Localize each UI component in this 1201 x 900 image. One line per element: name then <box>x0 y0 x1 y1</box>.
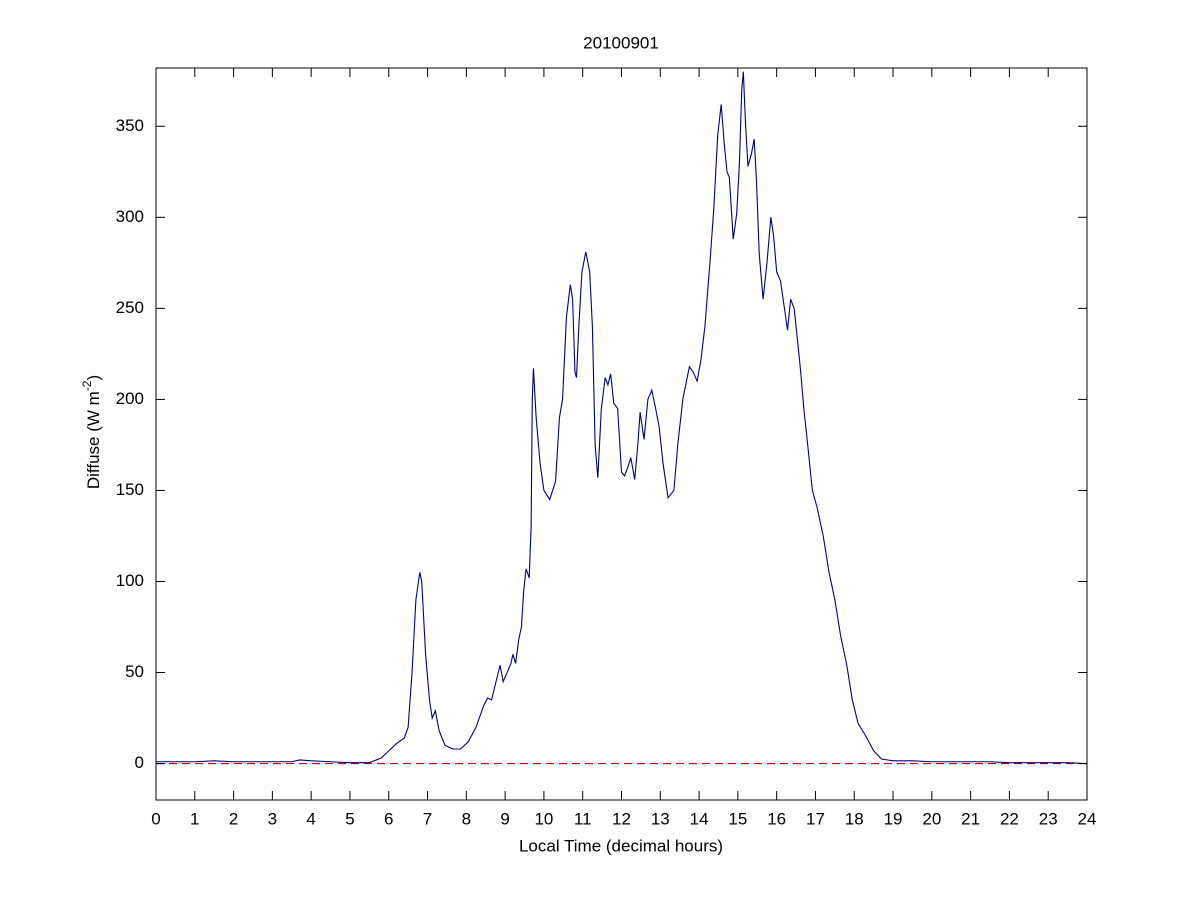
y-tick-label: 300 <box>116 207 144 226</box>
plot-frame <box>155 67 1088 801</box>
y-tick-label: 250 <box>116 298 144 317</box>
x-tick-label: 13 <box>651 809 670 828</box>
data-line <box>156 71 1088 765</box>
x-tick-label: 10 <box>534 809 553 828</box>
x-tick-label: 4 <box>306 809 315 828</box>
x-tick-label: 20 <box>922 809 941 828</box>
y-tick-label: 50 <box>125 662 144 681</box>
y-axis-label-text: Diffuse (W m <box>84 391 103 489</box>
x-tick-label: 14 <box>690 809 709 828</box>
x-tick-label: 16 <box>767 809 786 828</box>
y-axis-label: Diffuse (W m-2) <box>80 375 103 489</box>
x-tick-label: 7 <box>423 809 432 828</box>
x-tick-label: 6 <box>384 809 393 828</box>
x-tick-label: 3 <box>268 809 277 828</box>
x-tick-label: 19 <box>884 809 903 828</box>
y-axis-label-suffix: ) <box>84 375 103 381</box>
y-axis-label-superscript: -2 <box>80 380 94 391</box>
x-tick-label: 18 <box>845 809 864 828</box>
x-tick-label: 12 <box>612 809 631 828</box>
x-tick-label: 22 <box>1000 809 1019 828</box>
x-tick-label: 1 <box>190 809 199 828</box>
x-tick-label: 2 <box>229 809 238 828</box>
y-tick-label: 100 <box>116 571 144 590</box>
x-tick-label: 9 <box>500 809 509 828</box>
x-tick-label: 17 <box>806 809 825 828</box>
chart-title: 20100901 <box>583 33 659 52</box>
x-tick-label: 5 <box>345 809 354 828</box>
y-tick-label: 150 <box>116 480 144 499</box>
y-tick-label: 350 <box>116 116 144 135</box>
x-tick-label: 23 <box>1039 809 1058 828</box>
x-tick-label: 0 <box>151 809 160 828</box>
x-tick-label: 15 <box>728 809 747 828</box>
x-tick-label: 11 <box>574 809 592 828</box>
x-tick-label: 21 <box>961 809 980 828</box>
x-tick-label: 24 <box>1078 809 1097 828</box>
y-tick-label: 0 <box>135 753 144 772</box>
x-tick-label: 8 <box>462 809 471 828</box>
x-axis-label: Local Time (decimal hours) <box>519 836 723 855</box>
y-tick-label: 200 <box>116 389 144 408</box>
